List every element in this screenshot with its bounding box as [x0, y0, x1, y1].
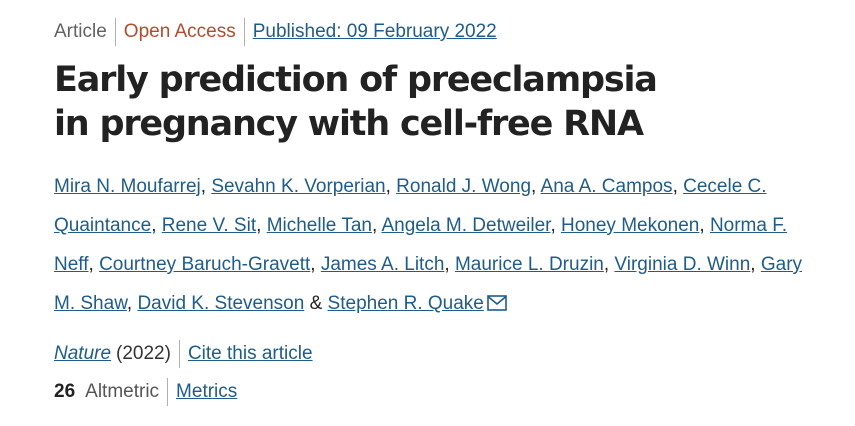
author-link[interactable]: Sevahn K. Vorperian: [211, 176, 386, 197]
author-link[interactable]: Maurice L. Druzin: [454, 254, 604, 275]
article-header: Article Open Access Published: 09 Februa…: [54, 18, 814, 406]
article-meta: Article Open Access Published: 09 Februa…: [54, 18, 814, 46]
author-link[interactable]: Ronald J. Wong: [396, 176, 532, 197]
cite-this-article-link[interactable]: Cite this article: [187, 343, 313, 364]
author-link[interactable]: Stephen R. Quake: [327, 293, 484, 314]
author-link[interactable]: Michelle Tan: [266, 215, 372, 236]
author-link[interactable]: Cecele C. Quaintance: [54, 176, 767, 236]
author-link[interactable]: Rene V. Sit: [161, 215, 257, 236]
metrics-row: 26 Altmetric Metrics: [54, 378, 814, 406]
author-link[interactable]: Honey Mekonen: [561, 215, 700, 236]
publication-year: (2022): [116, 343, 171, 364]
article-title: Early prediction of preeclampsia in preg…: [54, 60, 658, 144]
author-link[interactable]: Norma F. Neff: [54, 215, 788, 275]
journal-link[interactable]: Nature: [54, 343, 112, 364]
author-list: Mira N. Moufarrej, Sevahn K. Vorperian, …: [54, 167, 814, 325]
author-link[interactable]: Virginia D. Winn: [614, 254, 751, 275]
article-type: Article: [54, 21, 107, 42]
author-link[interactable]: Ana A. Campos: [540, 176, 673, 197]
divider: [243, 18, 245, 46]
envelope-icon[interactable]: [487, 286, 507, 325]
author-link[interactable]: Mira N. Moufarrej: [54, 176, 201, 197]
author-link[interactable]: Angela M. Detweiler: [381, 215, 551, 236]
author-link[interactable]: David K. Stevenson: [137, 293, 305, 314]
divider: [167, 378, 169, 406]
author-link[interactable]: Courtney Baruch-Gravett: [99, 254, 311, 275]
altmetric-score: 26: [54, 381, 76, 402]
divider: [178, 340, 180, 368]
published-date-link[interactable]: Published: 09 February 2022: [252, 21, 497, 42]
open-access-label: Open Access: [123, 21, 236, 42]
citation-row: Nature (2022) Cite this article: [54, 340, 814, 368]
author-link[interactable]: James A. Litch: [320, 254, 445, 275]
divider: [114, 18, 116, 46]
metrics-link[interactable]: Metrics: [176, 381, 238, 402]
author-link[interactable]: Gary M. Shaw: [54, 254, 803, 314]
altmetric-label: Altmetric: [85, 381, 160, 402]
